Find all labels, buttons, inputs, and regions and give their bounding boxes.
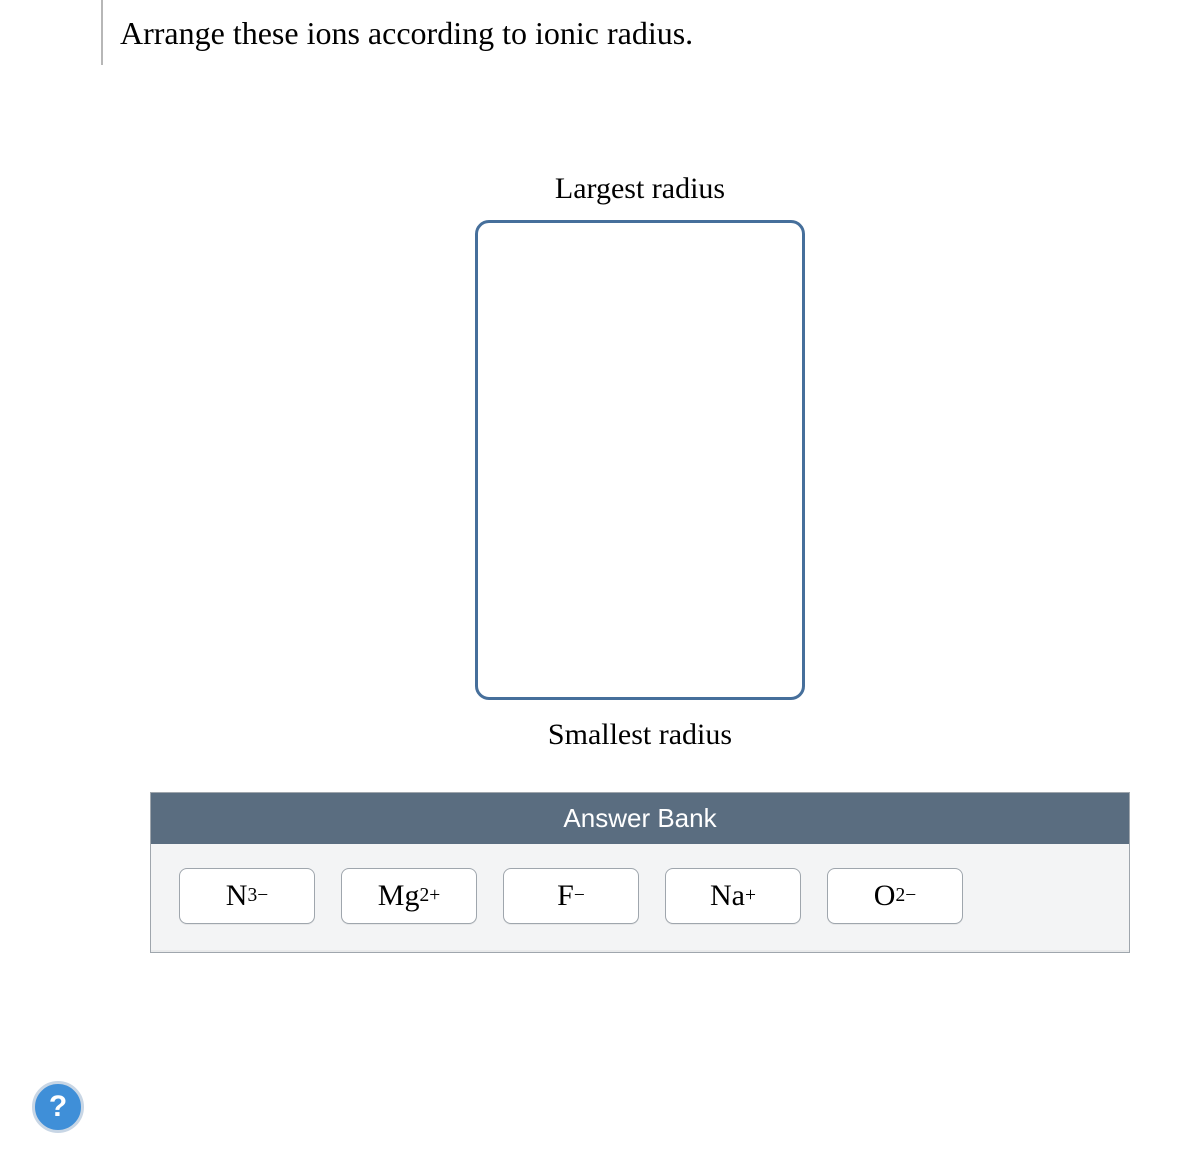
ranking-dropzone[interactable]	[475, 220, 805, 700]
ion-tile[interactable]: F−	[503, 868, 639, 924]
largest-label: Largest radius	[555, 172, 725, 206]
answer-bank-header: Answer Bank	[151, 793, 1129, 844]
ion-base: Mg	[378, 879, 420, 913]
answer-bank-tiles: N3− Mg2+ F− Na+ O2−	[151, 844, 1129, 952]
ion-base: N	[226, 879, 248, 913]
left-divider	[101, 0, 103, 65]
ion-tile[interactable]: N3−	[179, 868, 315, 924]
ion-base: F	[557, 879, 574, 913]
help-button[interactable]: ?	[32, 1081, 84, 1133]
ion-tile[interactable]: Mg2+	[341, 868, 477, 924]
ion-base: O	[874, 879, 896, 913]
answer-bank: Answer Bank N3− Mg2+ F− Na+ O2−	[150, 792, 1130, 953]
ion-base: Na	[710, 879, 745, 913]
question-content: Arrange these ions according to ionic ra…	[0, 0, 1200, 953]
help-icon: ?	[49, 1090, 67, 1124]
ion-tile[interactable]: O2−	[827, 868, 963, 924]
ion-tile[interactable]: Na+	[665, 868, 801, 924]
smallest-label: Smallest radius	[548, 718, 732, 752]
question-prompt: Arrange these ions according to ionic ra…	[120, 15, 1160, 52]
ranking-area: Largest radius Smallest radius	[120, 172, 1160, 752]
